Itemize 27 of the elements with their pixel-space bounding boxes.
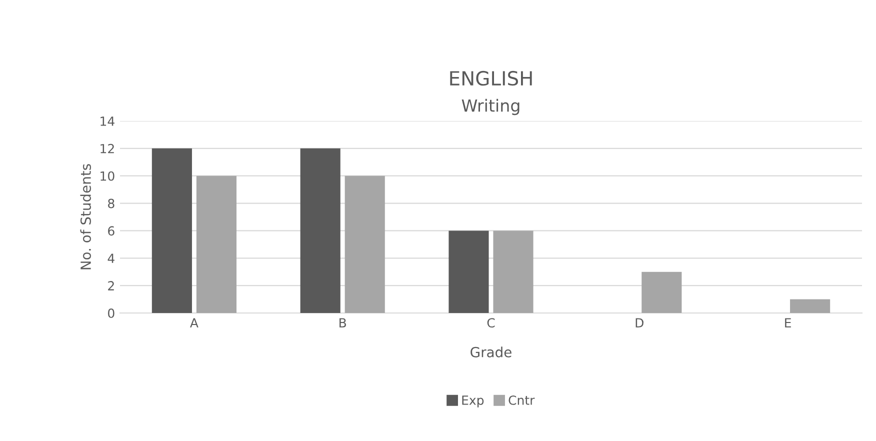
y-tick-label: 8 <box>108 198 114 208</box>
y-tick-label: 0 <box>108 308 114 318</box>
bar <box>448 230 489 313</box>
bar <box>790 299 830 313</box>
x-tick-label: A <box>190 318 198 328</box>
bar <box>493 230 534 313</box>
x-tick-label: B <box>340 318 346 328</box>
x-tick-label: C <box>487 318 495 328</box>
legend-label: Exp <box>462 396 484 408</box>
bar <box>344 176 385 313</box>
x-tick-label: D <box>636 318 644 328</box>
bar <box>642 272 682 313</box>
x-axis-title: Grade <box>470 346 512 358</box>
y-tick-label: 10 <box>100 171 114 181</box>
bar <box>300 148 340 313</box>
y-tick-label: 14 <box>100 116 114 126</box>
bar <box>152 148 192 313</box>
x-tick-label: E <box>785 318 791 328</box>
y-tick-label: 6 <box>108 226 114 236</box>
y-tick-label: 12 <box>100 144 114 154</box>
chart-subtitle: Writing <box>462 98 520 116</box>
y-tick-label: 2 <box>108 281 114 290</box>
y-axis-title: No. of Students <box>80 164 91 270</box>
bar <box>196 176 236 313</box>
chart-title: ENGLISH <box>450 70 532 86</box>
y-tick-label: 4 <box>108 254 114 263</box>
legend-label: Cntr <box>508 395 535 405</box>
